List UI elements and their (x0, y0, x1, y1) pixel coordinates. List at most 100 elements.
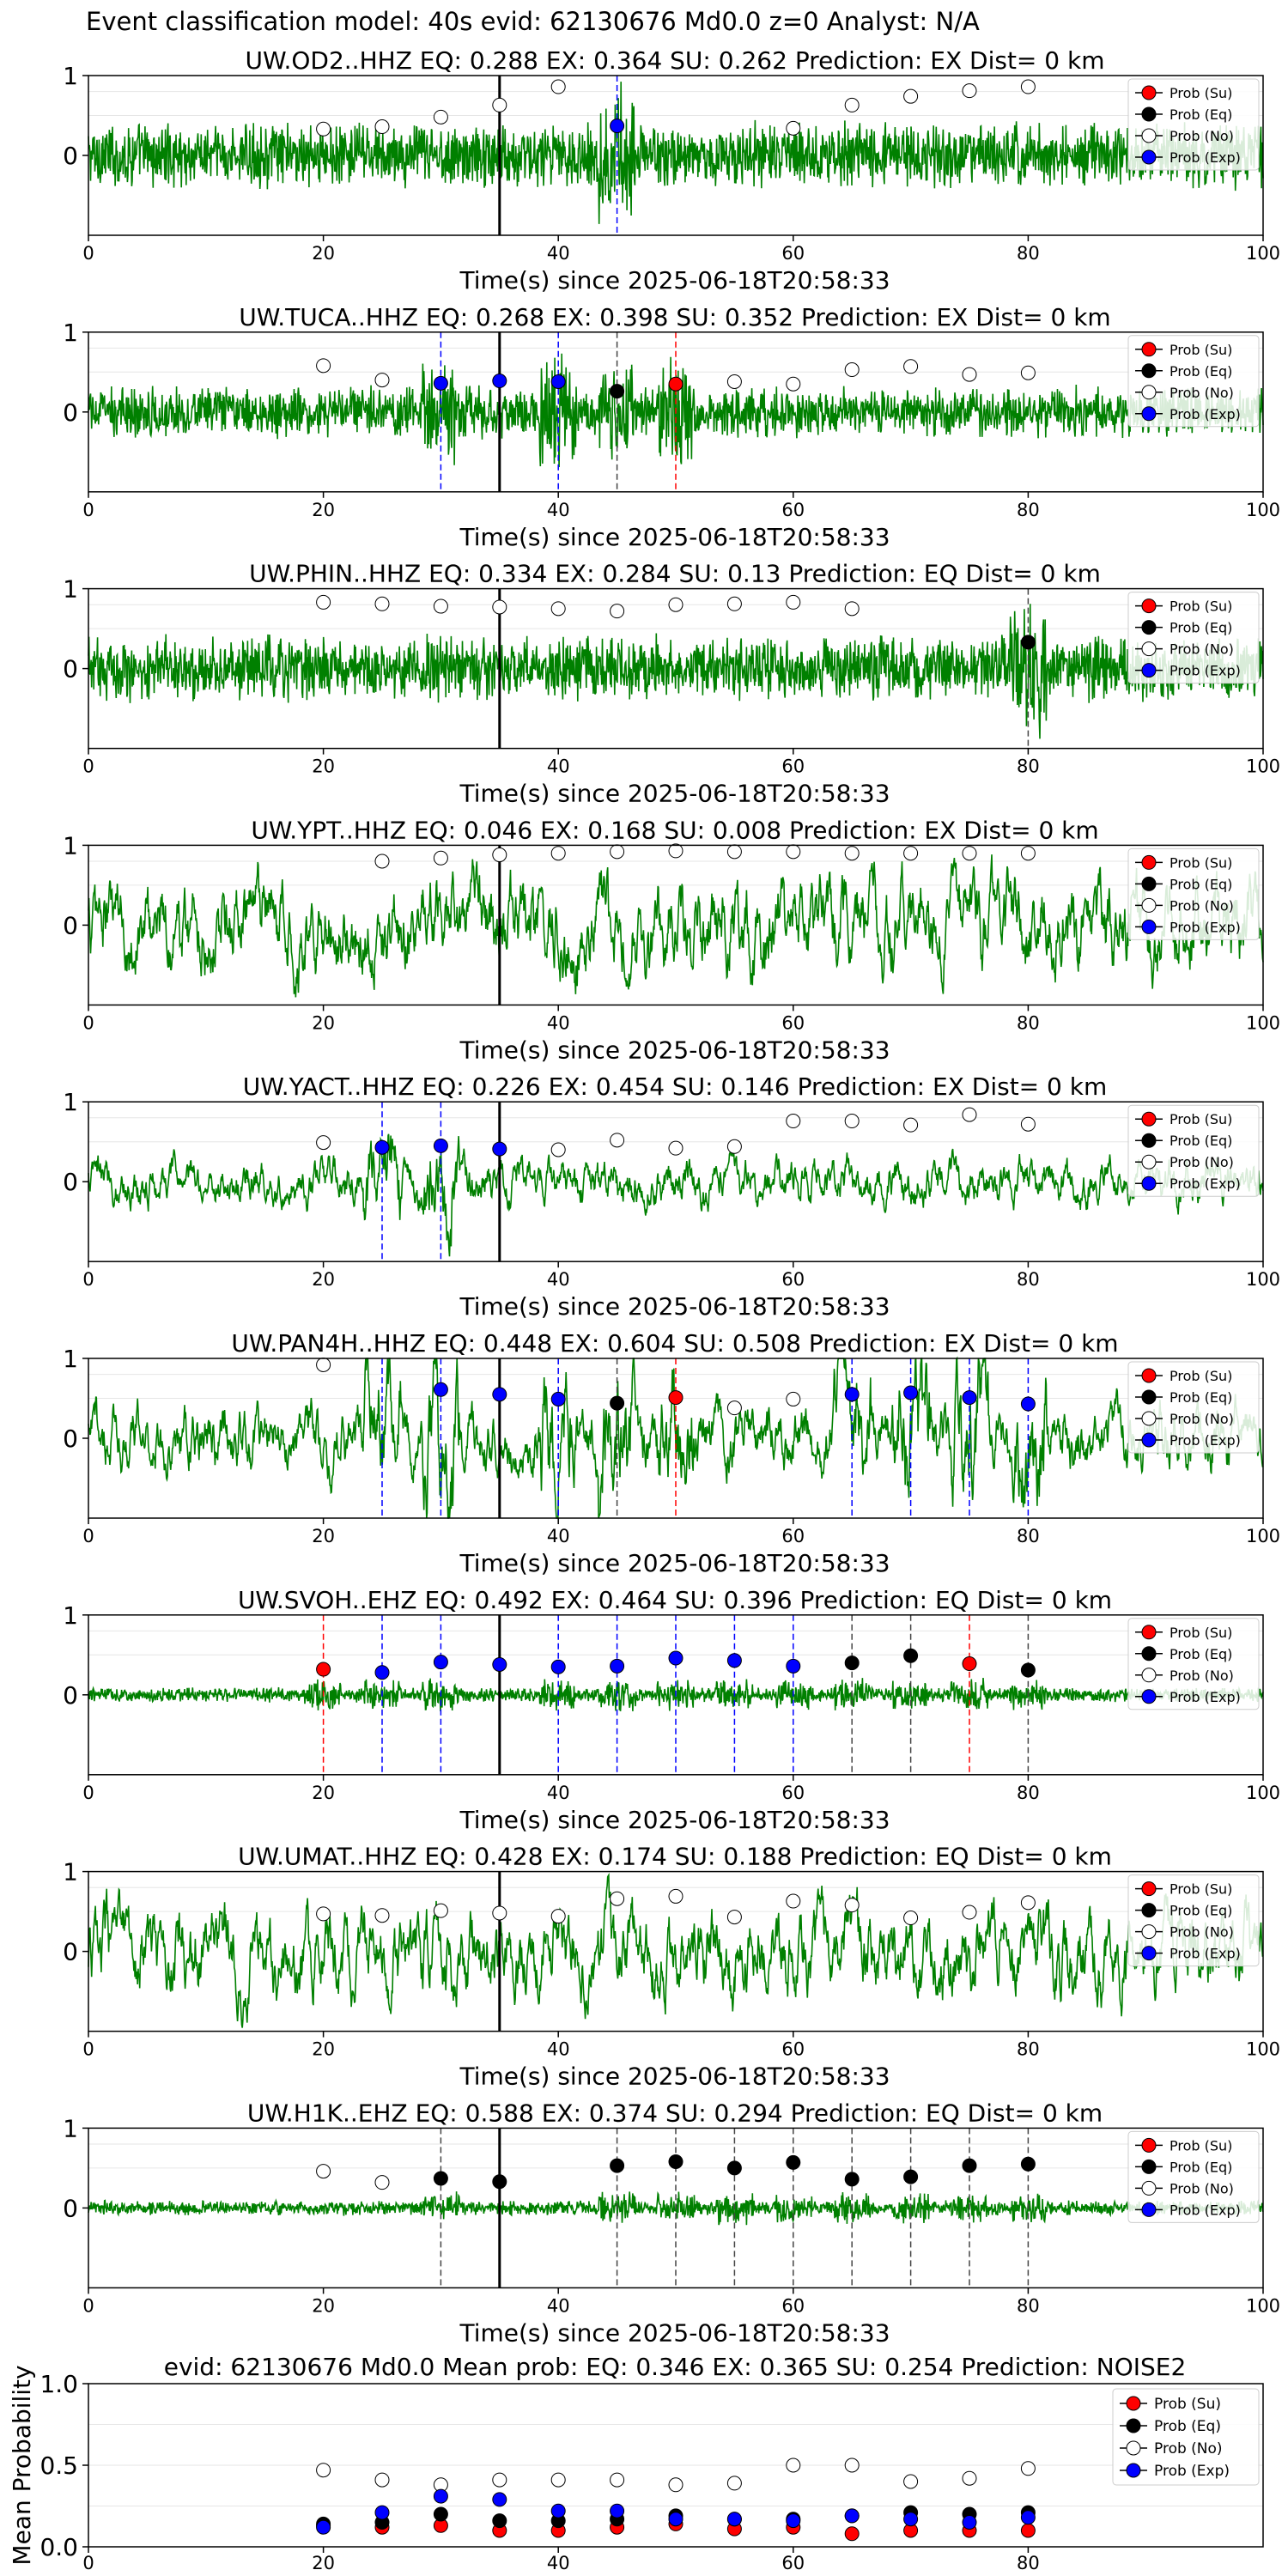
x-tick-label: 0 (82, 756, 94, 777)
prob-marker-no (668, 843, 683, 859)
y-axis-label: Mean Probability (8, 2365, 36, 2565)
legend-label-no: Prob (No) (1170, 1411, 1234, 1427)
x-tick-label: 80 (1017, 500, 1040, 520)
legend-marker-su (1141, 1368, 1157, 1383)
x-tick-label: 60 (781, 2553, 805, 2573)
legend-label-su: Prob (Su) (1170, 1368, 1232, 1384)
legend-marker-exp (1126, 2463, 1141, 2478)
x-tick-label: 80 (1017, 1012, 1040, 1033)
prob-marker-exp (374, 1139, 390, 1155)
x-tick-label: 40 (547, 500, 570, 520)
y-tick-label: 0 (63, 1938, 78, 1966)
legend-marker-no (1141, 1411, 1157, 1426)
x-tick-label: 20 (312, 2295, 335, 2316)
prob-marker-no (668, 597, 683, 612)
x-axis-label: Time(s) since 2025-06-18T20:58:33 (459, 1806, 890, 1834)
x-tick-label: 80 (1017, 2553, 1040, 2573)
legend-marker-eq (1141, 1133, 1157, 1148)
legend-box (1127, 592, 1260, 684)
x-tick-label: 0 (82, 500, 94, 520)
prob-marker-no (610, 1133, 625, 1148)
prob-marker-no (786, 376, 801, 392)
legend-box (1127, 78, 1260, 171)
x-tick-label: 0 (82, 2295, 94, 2316)
legend-label-eq: Prob (Eq) (1170, 1646, 1232, 1662)
mean-marker-su (1020, 2523, 1036, 2538)
legend-label-exp: Prob (Exp) (1170, 1946, 1241, 1962)
legend-marker-exp (1141, 663, 1157, 678)
mean-marker-no (668, 2477, 683, 2493)
panel-title: UW.YACT..HHZ EQ: 0.226 EX: 0.454 SU: 0.1… (243, 1072, 1108, 1101)
legend-marker-no (1141, 1924, 1157, 1940)
prob-marker-no (844, 97, 860, 112)
legend-marker-no (1141, 1668, 1157, 1683)
legend-box (1127, 2130, 1260, 2223)
y-tick-label: 0 (63, 398, 78, 427)
legend-marker-no (1141, 128, 1157, 143)
prob-marker-no (316, 594, 331, 610)
x-tick-label: 60 (781, 2039, 805, 2060)
x-tick-label: 0 (82, 2553, 94, 2573)
x-tick-label: 40 (547, 243, 570, 264)
legend-marker-exp (1141, 2202, 1157, 2217)
x-tick-label: 100 (1246, 243, 1280, 264)
legend-marker-su (1141, 1111, 1157, 1127)
prob-marker-no (550, 1909, 566, 1924)
waveform-trace (88, 1677, 1264, 1712)
panel-title: UW.PHIN..HHZ EQ: 0.334 EX: 0.284 SU: 0.1… (249, 560, 1101, 588)
legend-marker-no (1141, 1154, 1157, 1170)
prob-marker-eq (610, 1395, 625, 1411)
legend-marker-eq (1141, 2159, 1157, 2174)
prob-marker-no (316, 358, 331, 374)
prob-marker-no (903, 88, 919, 104)
legend-marker-su (1141, 2137, 1157, 2153)
y-tick-label: 1 (63, 2114, 78, 2142)
legend-box (1127, 848, 1260, 940)
panel-mean-probability: 0 20 40 60 80 0.0 0.5 1.0 evid: 62130676 Md0.0 M… (8, 2353, 1264, 2573)
prob-marker-no (726, 374, 742, 389)
y-tick-label: 0.0 (39, 2533, 78, 2561)
prob-marker-exp (550, 1659, 566, 1674)
prob-marker-su (668, 376, 683, 392)
x-tick-label: 20 (312, 1783, 335, 1803)
prob-marker-no (726, 1139, 742, 1154)
x-tick-label: 80 (1017, 2295, 1040, 2316)
prob-marker-exp (550, 1391, 566, 1406)
x-tick-label: 40 (547, 1526, 570, 1546)
panel-title: UW.UMAT..HHZ EQ: 0.428 EX: 0.174 SU: 0.1… (238, 1843, 1112, 1871)
legend-box (1127, 1618, 1260, 1710)
x-tick-label: 0 (82, 1783, 94, 1803)
prob-marker-eq (844, 1656, 860, 1671)
mean-marker-exp (668, 2512, 683, 2527)
prob-marker-su (962, 1656, 977, 1672)
legend-marker-eq (1141, 1903, 1157, 1918)
prob-marker-eq (903, 2169, 919, 2184)
prob-marker-no (316, 121, 331, 137)
prob-marker-no (492, 1905, 507, 1921)
mean-marker-exp (550, 2503, 566, 2518)
waveform-trace (88, 82, 1264, 224)
prob-marker-exp (492, 1656, 507, 1672)
x-axis-label: Time(s) since 2025-06-18T20:58:33 (459, 780, 890, 808)
y-tick-label: 1 (63, 831, 78, 860)
legend-marker-su (1141, 854, 1157, 870)
panel-uw-od2--hhz: 0 20 40 60 80 100 0 1 UW.OD2..HHZ EQ: 0.288 EX: … (63, 46, 1280, 295)
prob-marker-no (374, 1908, 390, 1923)
prob-marker-exp (492, 1141, 507, 1157)
prob-marker-eq (786, 2154, 801, 2170)
x-tick-label: 0 (82, 1526, 94, 1546)
legend-label-su: Prob (Su) (1170, 598, 1232, 615)
panel-title: evid: 62130676 Md0.0 Mean prob: EQ: 0.34… (164, 2353, 1187, 2381)
legend-marker-su (1141, 342, 1157, 357)
mean-marker-exp (903, 2512, 919, 2527)
legend-marker-su (1141, 598, 1157, 614)
prob-marker-eq (903, 1648, 919, 1663)
mean-marker-no (374, 2472, 390, 2488)
legend-label-su: Prob (Su) (1170, 342, 1232, 358)
legend-marker-eq (1141, 620, 1157, 635)
prob-marker-no (1020, 365, 1036, 380)
x-tick-label: 60 (781, 756, 805, 777)
x-tick-label: 40 (547, 2039, 570, 2060)
prob-marker-no (786, 1391, 801, 1406)
prob-marker-no (786, 594, 801, 610)
